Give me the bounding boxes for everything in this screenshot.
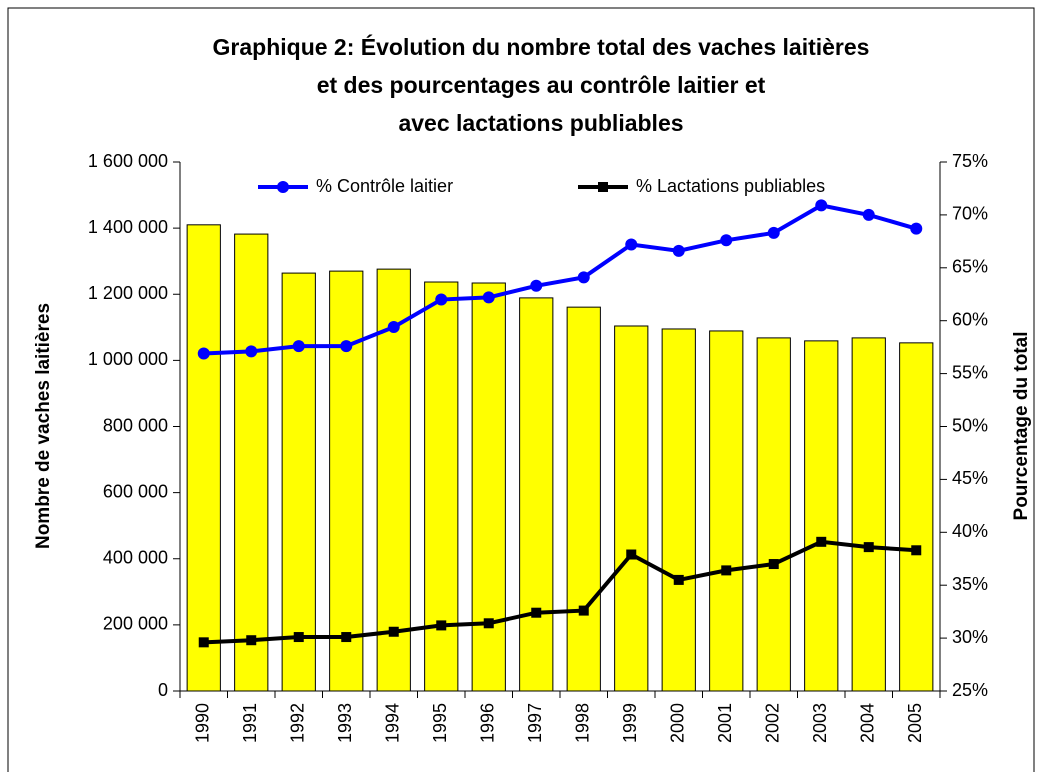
marker (721, 565, 732, 576)
marker (673, 574, 684, 585)
marker (767, 226, 780, 239)
x-tick-label: 1996 (478, 703, 498, 743)
bar (519, 297, 554, 692)
bar (186, 224, 221, 692)
y2-tick-label: 60% (952, 309, 988, 329)
bar (234, 233, 269, 692)
y2-tick-label: 75% (952, 151, 988, 171)
bar (661, 328, 696, 692)
bar (851, 337, 886, 692)
chart-title: et des pourcentages au contrôle laitier … (317, 72, 766, 98)
marker (387, 321, 400, 334)
line (203, 539, 917, 645)
marker (815, 199, 828, 212)
y2-tick-label: 35% (952, 574, 988, 594)
x-tick-label: 1998 (573, 703, 593, 743)
bar (329, 270, 364, 692)
marker (292, 340, 305, 353)
bar (566, 306, 601, 692)
marker (720, 234, 733, 247)
marker (577, 271, 590, 284)
y-tick-label: 400 000 (103, 548, 168, 568)
y2-tick-label: 70% (952, 204, 988, 224)
y-tick-label: 800 000 (103, 415, 168, 435)
x-tick-label: 2004 (858, 703, 878, 743)
marker (483, 618, 494, 629)
x-tick-label: 1997 (525, 703, 545, 743)
legend-label: % Contrôle laitier (316, 176, 453, 196)
x-tick-label: 2003 (810, 703, 830, 743)
y2-tick-label: 65% (952, 257, 988, 277)
bar (899, 342, 934, 692)
x-tick-label: 1995 (430, 703, 450, 743)
marker (530, 279, 543, 292)
y-tick-label: 1 200 000 (88, 283, 168, 303)
bar (614, 325, 649, 692)
marker (245, 345, 258, 358)
marker (341, 632, 352, 643)
marker (578, 605, 589, 616)
chart-title: avec lactations publiables (398, 110, 683, 136)
y-tick-label: 600 000 (103, 481, 168, 501)
y2-tick-label: 30% (952, 627, 988, 647)
marker (340, 340, 353, 353)
marker (625, 238, 638, 251)
y2-tick-label: 55% (952, 362, 988, 382)
marker (816, 536, 827, 547)
x-tick-label: 1990 (193, 703, 213, 743)
marker (246, 635, 257, 646)
x-tick-label: 1999 (620, 703, 640, 743)
y2-axis-label: Pourcentage du total (1011, 332, 1032, 521)
marker (531, 607, 542, 618)
bar (281, 272, 316, 692)
y-tick-label: 1 600 000 (88, 151, 168, 171)
marker (672, 244, 685, 257)
x-tick-label: 1994 (383, 703, 403, 743)
legend-marker (277, 181, 289, 193)
legend-label: % Lactations publiables (636, 176, 825, 196)
marker (626, 549, 637, 560)
x-tick-label: 2002 (763, 703, 783, 743)
x-tick-label: 2000 (668, 703, 688, 743)
x-tick-label: 1993 (335, 703, 355, 743)
marker (482, 291, 495, 304)
marker (768, 559, 779, 570)
bar (376, 268, 411, 692)
marker (197, 347, 210, 360)
marker (911, 545, 922, 556)
marker (198, 637, 209, 648)
bar (756, 337, 791, 692)
line (203, 203, 917, 356)
marker (910, 222, 923, 235)
y2-tick-label: 50% (952, 415, 988, 435)
chart-title: Graphique 2: Évolution du nombre total d… (213, 33, 870, 60)
marker (388, 626, 399, 637)
y-tick-label: 1 400 000 (88, 217, 168, 237)
marker (435, 293, 448, 306)
y-tick-label: 200 000 (103, 614, 168, 634)
bar (709, 330, 744, 692)
marker (293, 632, 304, 643)
y2-tick-label: 45% (952, 468, 988, 488)
x-tick-label: 2001 (715, 703, 735, 743)
legend-marker (598, 182, 608, 192)
y-axis-label: Nombre de vaches laitières (33, 303, 54, 549)
y2-tick-label: 40% (952, 521, 988, 541)
x-tick-label: 2005 (905, 703, 925, 743)
y-tick-label: 0 (158, 680, 168, 700)
y2-tick-label: 25% (952, 680, 988, 700)
x-tick-label: 1991 (240, 703, 260, 743)
marker (436, 620, 447, 631)
bar (804, 340, 839, 692)
marker (862, 208, 875, 221)
marker (863, 542, 874, 553)
bar (471, 282, 506, 692)
x-tick-label: 1992 (288, 703, 308, 743)
y-tick-label: 1 000 000 (88, 349, 168, 369)
